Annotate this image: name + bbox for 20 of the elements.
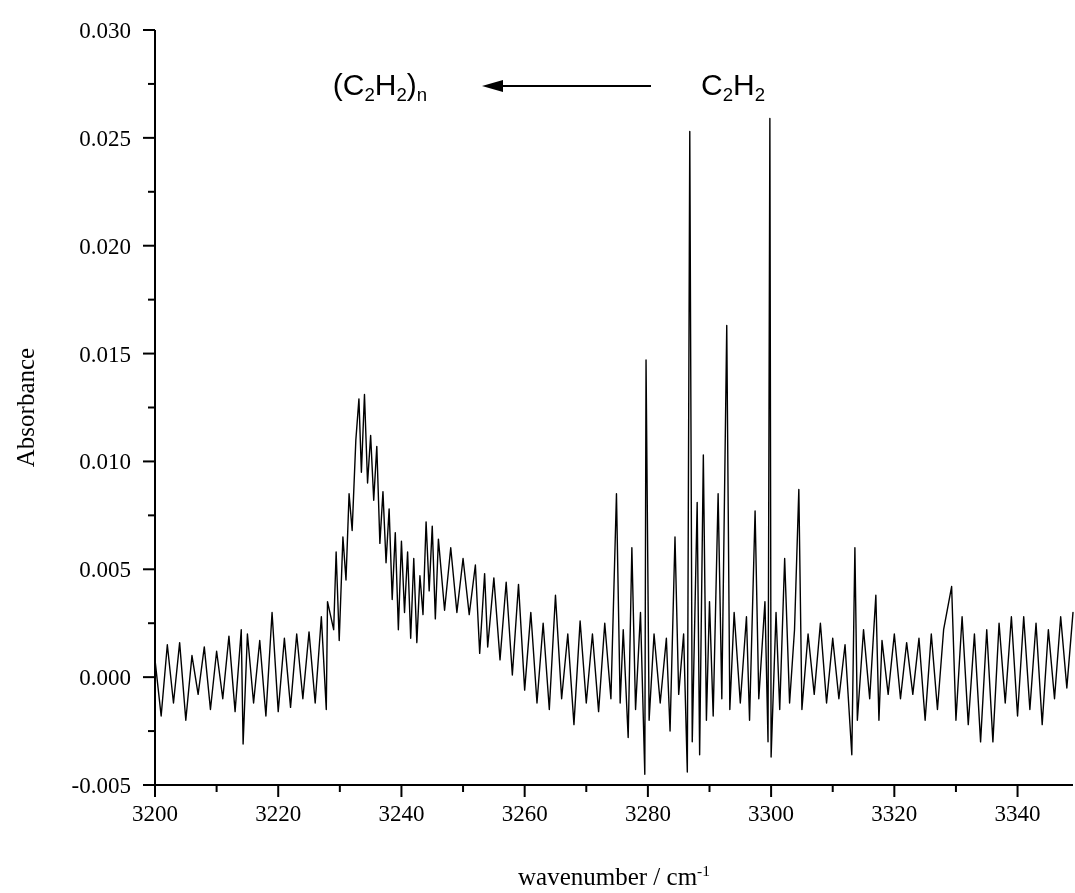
x-tick-label: 3320 [871, 801, 918, 826]
x-tick-label: 3280 [624, 801, 671, 826]
x-tick-label: 3340 [994, 801, 1041, 826]
y-tick-label: 0.005 [79, 557, 131, 583]
annotation: C$_{2}$H$_{2}$ [700, 68, 766, 105]
x-tick-label: 3240 [378, 801, 425, 826]
y-tick-label: 0.025 [79, 125, 131, 151]
x-tick-label: 3260 [501, 801, 548, 826]
y-tick-label: 0.015 [79, 341, 131, 367]
y-tick-label: 0.000 [79, 665, 131, 691]
y-tick-label: 0.030 [79, 18, 131, 44]
y-tick-label: 0.020 [79, 233, 131, 259]
x-tick-label: 3300 [748, 801, 795, 826]
y-tick-label: 0.010 [79, 449, 131, 475]
y-axis-title: Absorbance [12, 347, 39, 468]
x-tick-label: 3220 [255, 801, 302, 826]
x-tick-label: 3200 [132, 801, 178, 826]
annotation: (C$_{2}$H$_{2}$)$_{n}$ [332, 68, 428, 105]
y-tick-label: -0.005 [71, 773, 131, 799]
x-axis-title: wavenumber / cm$^{-1}$ [517, 862, 711, 890]
